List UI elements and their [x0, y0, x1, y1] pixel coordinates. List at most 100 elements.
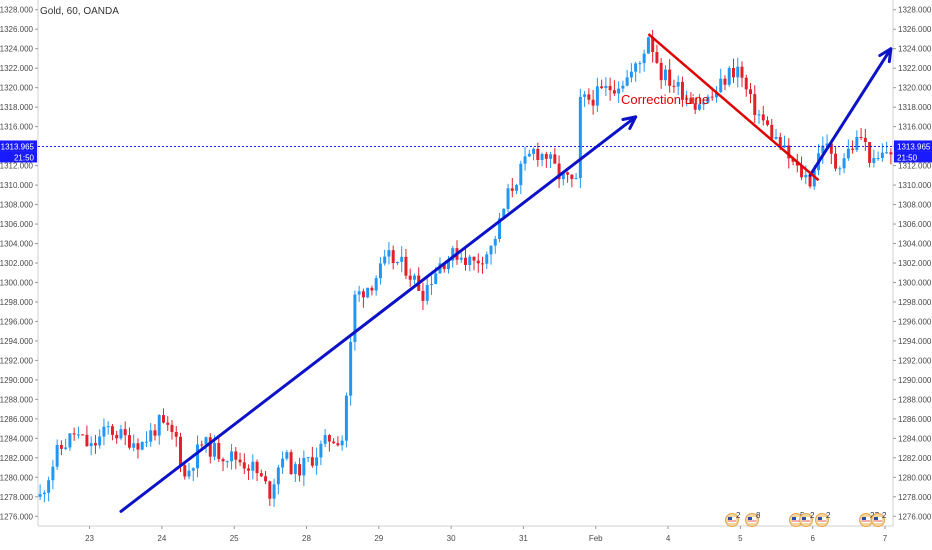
countdown-tag-bg — [0, 151, 37, 163]
candle-body — [689, 97, 693, 104]
candle-body — [655, 52, 659, 63]
candle-body — [289, 452, 293, 474]
time-tick-label: 28 — [302, 534, 311, 543]
drawing-layer[interactable] — [119, 33, 893, 513]
candle-body — [310, 457, 314, 466]
candle-body — [587, 94, 591, 100]
candle-body — [498, 218, 502, 239]
candle-body — [196, 444, 200, 469]
candle-body — [451, 248, 455, 261]
candle-body — [247, 468, 251, 471]
time-tick-label: 6 — [810, 534, 815, 543]
candle-body — [446, 260, 450, 270]
time-tick-label: 4 — [666, 534, 671, 543]
candle-body — [132, 443, 136, 448]
candle-body — [770, 124, 774, 139]
bar-countdown: 21:50 — [14, 153, 35, 162]
candle-body — [659, 62, 663, 81]
candle-body — [157, 415, 161, 436]
left-tick-label: 1310.000 — [0, 181, 34, 190]
right-tick-label: 1322.000 — [898, 64, 932, 73]
right-tick-label: 1290.000 — [898, 376, 932, 385]
left-price-axis[interactable]: 1276.000 1278.000 1280.000 1282.000 1284.000… — [0, 6, 38, 522]
candle-body — [855, 137, 859, 150]
candle-body — [876, 157, 880, 159]
candle-body — [89, 443, 93, 447]
candle-body — [110, 426, 114, 435]
candle-body — [502, 208, 506, 219]
time-tick-label: Feb — [589, 534, 603, 543]
candle-body — [400, 256, 404, 262]
candle-body — [714, 92, 718, 98]
left-tick-label: 1298.000 — [0, 298, 34, 307]
candle-body — [638, 63, 642, 65]
economic-events[interactable]: 28522272 — [725, 511, 888, 527]
candle-body — [612, 90, 616, 94]
us-flag-icon[interactable]: 8 — [745, 511, 762, 527]
candle-body — [489, 245, 493, 255]
candle-body — [591, 99, 595, 106]
left-tick-label: 1282.000 — [0, 454, 34, 463]
us-flag-icon[interactable]: 2 — [815, 511, 832, 527]
candle-body — [549, 154, 553, 159]
candle-body — [153, 430, 157, 436]
candle-body — [629, 71, 633, 78]
left-tick-label: 1324.000 — [0, 45, 34, 54]
candle-body — [72, 433, 76, 435]
candle-body — [506, 188, 510, 209]
candle-body — [723, 78, 727, 85]
candle-body — [600, 86, 604, 89]
candle-body — [527, 153, 531, 157]
candle-body — [625, 77, 629, 86]
candle-body — [859, 137, 863, 139]
symbol-title: Gold, 60, OANDA — [40, 6, 119, 17]
candle-body — [727, 67, 731, 85]
candle-body — [187, 470, 191, 477]
us-flag-icon[interactable]: 2 — [871, 511, 888, 527]
candle-body — [749, 89, 752, 95]
left-tick-label: 1292.000 — [0, 356, 34, 365]
candle-body — [442, 263, 446, 270]
time-axis[interactable]: 23242528293031Feb45678 — [85, 526, 932, 543]
candle-body — [47, 480, 51, 493]
candle-body — [429, 284, 433, 286]
candlestick-series[interactable] — [38, 29, 893, 507]
left-tick-label: 1278.000 — [0, 493, 34, 502]
candle-body — [464, 257, 467, 265]
candle-body — [838, 168, 842, 170]
right-tick-label: 1304.000 — [898, 240, 932, 249]
right-tick-label: 1306.000 — [898, 220, 932, 229]
candle-body — [336, 443, 340, 446]
right-tick-label: 1296.000 — [898, 317, 932, 326]
right-tick-label: 1326.000 — [898, 25, 932, 34]
candle-body — [51, 466, 55, 481]
event-count: 2 — [810, 511, 815, 520]
candle-body — [540, 153, 544, 160]
right-tick-label: 1310.000 — [898, 181, 932, 190]
candle-body — [344, 395, 348, 441]
right-tick-label: 1308.000 — [898, 201, 932, 210]
right-tick-label: 1284.000 — [898, 434, 932, 443]
candle-body — [510, 188, 514, 191]
candle-body — [685, 97, 689, 100]
candle-body — [583, 94, 587, 97]
candle-body — [191, 468, 195, 471]
right-tick-label: 1320.000 — [898, 84, 932, 93]
right-tick-label: 1300.000 — [898, 278, 932, 287]
us-flag-icon[interactable]: 2 — [725, 511, 742, 527]
candle-body — [332, 441, 336, 444]
candle-body — [200, 444, 204, 446]
left-tick-label: 1302.000 — [0, 259, 34, 268]
candle-body — [230, 451, 234, 462]
us-flag-icon[interactable]: 2 — [799, 511, 816, 527]
candle-body — [378, 263, 382, 279]
candle-body — [251, 461, 255, 471]
candle-body — [42, 492, 46, 495]
candle-body — [434, 273, 438, 285]
right-tick-label: 1288.000 — [898, 395, 932, 404]
candle-body — [608, 85, 612, 91]
candle-body — [561, 172, 565, 180]
left-tick-label: 1284.000 — [0, 434, 34, 443]
candle-body — [204, 437, 208, 445]
